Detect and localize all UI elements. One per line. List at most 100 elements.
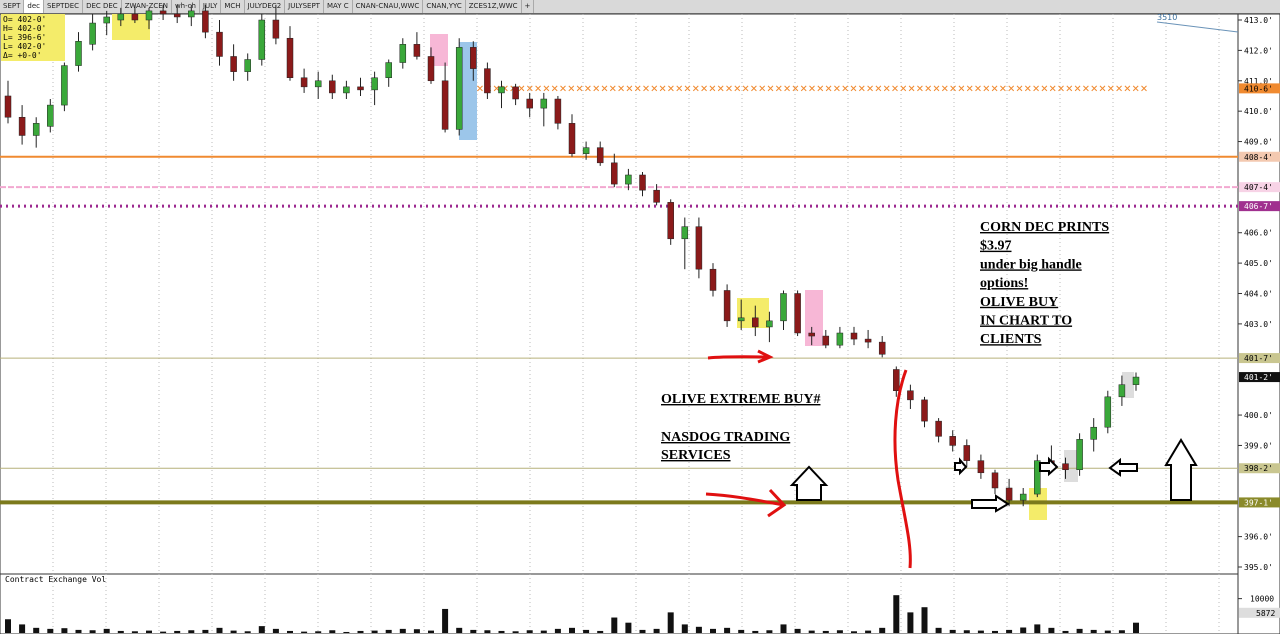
volume-bar bbox=[202, 629, 209, 633]
volume-bar bbox=[1118, 630, 1125, 633]
price-marker bbox=[1239, 83, 1280, 94]
x-marker bbox=[659, 85, 666, 92]
x-marker bbox=[975, 85, 981, 92]
tab[interactable]: wh-ch bbox=[172, 0, 200, 13]
candle-body bbox=[470, 47, 477, 69]
x-marker bbox=[684, 85, 691, 92]
tab[interactable]: ZCES1Z,WWC bbox=[466, 0, 522, 13]
candle-body bbox=[1019, 493, 1027, 501]
volume-bar bbox=[470, 629, 477, 633]
volume-bar bbox=[808, 630, 815, 633]
corner-label: 3510 bbox=[1157, 13, 1177, 22]
candle-body bbox=[272, 19, 280, 39]
candle-body bbox=[695, 226, 703, 270]
candle-body bbox=[1132, 376, 1140, 385]
x-marker bbox=[775, 85, 782, 92]
x-marker bbox=[543, 85, 550, 92]
x-marker bbox=[1033, 85, 1039, 92]
volume-bar bbox=[794, 628, 801, 633]
volume-bar bbox=[19, 624, 26, 633]
tab[interactable]: MCH bbox=[221, 0, 245, 13]
ohlc-line: O= 402-0' bbox=[3, 15, 47, 24]
volume-bar bbox=[512, 631, 519, 633]
x-marker bbox=[1041, 85, 1048, 92]
tab[interactable]: JULYSEPT bbox=[285, 0, 324, 13]
candle-body bbox=[921, 399, 928, 422]
annotation: IN CHART TO bbox=[980, 314, 1072, 329]
candle-body bbox=[582, 147, 590, 154]
volume-bar bbox=[1076, 628, 1083, 633]
x-marker bbox=[858, 85, 865, 92]
volume-bar bbox=[456, 627, 463, 633]
volume-bar bbox=[75, 629, 82, 633]
volume-bar bbox=[216, 627, 223, 633]
right-arrow bbox=[954, 457, 968, 476]
volume-bar bbox=[89, 630, 96, 633]
volume-bar bbox=[1104, 630, 1111, 633]
tab[interactable]: CNAN-CNAU,WWC bbox=[353, 0, 424, 13]
x-marker bbox=[593, 85, 600, 92]
x-marker bbox=[634, 85, 641, 92]
x-marker bbox=[1116, 85, 1122, 92]
volume-bar bbox=[484, 630, 491, 633]
price-marker bbox=[1239, 463, 1280, 474]
candle-body bbox=[907, 390, 914, 401]
x-marker bbox=[585, 85, 591, 92]
x-marker bbox=[784, 85, 790, 92]
candle-body bbox=[780, 293, 787, 322]
x-marker bbox=[643, 85, 649, 92]
tab[interactable]: JULY bbox=[200, 0, 222, 13]
highlight bbox=[805, 290, 823, 346]
volume-bar bbox=[963, 630, 970, 633]
x-marker bbox=[576, 85, 583, 92]
x-marker bbox=[1024, 85, 1031, 92]
volume-bar bbox=[498, 630, 505, 633]
right-arrow bbox=[1039, 456, 1059, 477]
x-marker bbox=[560, 85, 566, 92]
candle-body bbox=[667, 202, 674, 240]
x-marker bbox=[1099, 85, 1106, 92]
volume-marker-label: 5872 bbox=[1256, 609, 1275, 618]
tab[interactable]: JULYDEC2 bbox=[245, 0, 286, 13]
annotation: NASDOG TRADING bbox=[661, 430, 790, 445]
x-marker bbox=[883, 85, 890, 92]
x-marker bbox=[676, 85, 683, 92]
x-marker bbox=[925, 85, 932, 92]
y-tick-label: 403.0' bbox=[1244, 320, 1273, 329]
volume-bar bbox=[681, 624, 688, 633]
volume-bar bbox=[893, 595, 900, 633]
candles bbox=[4, 4, 1140, 507]
annotation: SERVICES bbox=[661, 448, 731, 463]
volume-bar bbox=[357, 630, 364, 633]
x-marker bbox=[875, 85, 882, 92]
vertical-grid bbox=[52, 14, 1220, 634]
candle-body bbox=[61, 65, 68, 106]
candle-body bbox=[484, 68, 491, 94]
annotation: CLIENTS bbox=[980, 332, 1042, 347]
x-marker bbox=[941, 85, 948, 92]
volume-bar bbox=[752, 630, 759, 633]
candle-body bbox=[639, 174, 646, 191]
candle-body bbox=[244, 59, 251, 72]
tab[interactable]: dec bbox=[24, 0, 44, 13]
tab[interactable]: DEC DEC bbox=[83, 0, 122, 13]
x-marker bbox=[983, 85, 990, 92]
volume-bar bbox=[47, 628, 54, 633]
tab[interactable]: CNAN,YYC bbox=[423, 0, 466, 13]
candle-body bbox=[822, 335, 830, 346]
tab[interactable]: MAY C bbox=[324, 0, 353, 13]
tab[interactable]: SEPT bbox=[0, 0, 25, 13]
candle-body bbox=[47, 104, 54, 127]
volume-bar bbox=[272, 628, 279, 633]
price-marker-label: 408-4' bbox=[1244, 153, 1273, 162]
candle-body bbox=[498, 86, 505, 94]
annotations: CORN DEC PRINTS $3.97 under big handle opti… bbox=[661, 220, 1109, 463]
candle-body bbox=[1062, 463, 1069, 471]
tab[interactable]: + bbox=[522, 0, 535, 13]
tab[interactable]: ZWAN-ZCEN bbox=[122, 0, 172, 13]
x-marker bbox=[966, 85, 973, 92]
volume-bar bbox=[160, 631, 167, 633]
volume-bar bbox=[413, 629, 420, 633]
tab[interactable]: SEPTDEC bbox=[44, 0, 84, 13]
candle-body bbox=[625, 174, 632, 185]
